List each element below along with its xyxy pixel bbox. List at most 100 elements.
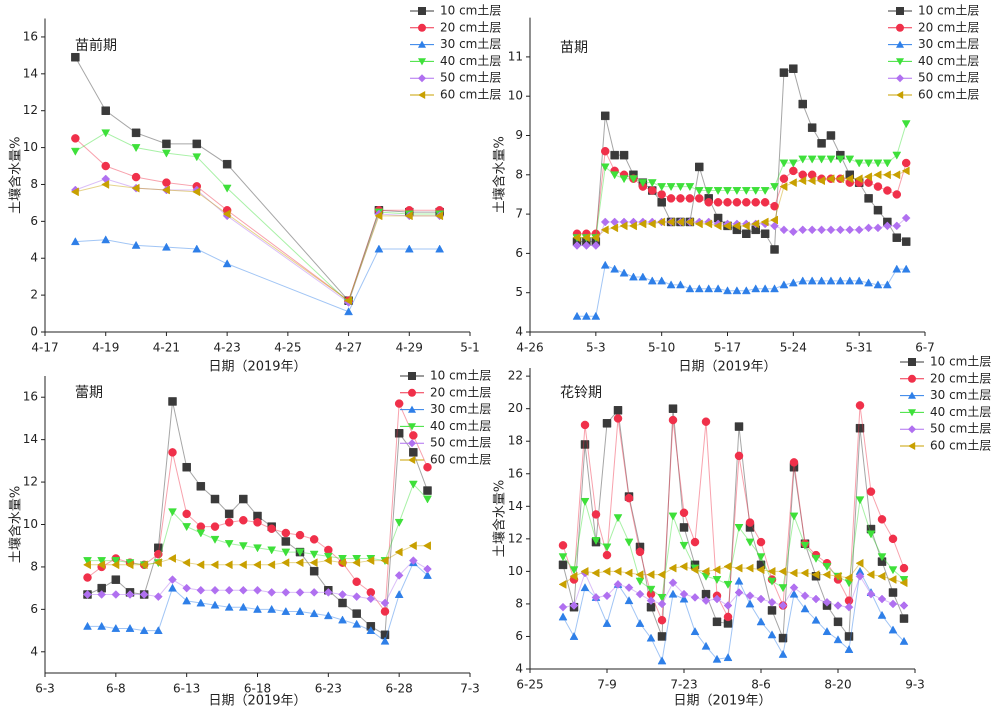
data-point xyxy=(600,217,610,227)
legend-marker xyxy=(408,405,416,413)
data-point xyxy=(408,556,418,565)
data-point xyxy=(734,576,744,585)
data-point xyxy=(855,558,864,568)
panel: 4 5 6 7 8 9 10 11 4-26 5-3 5-10 5-17 5-24 5-31 6-7 苗期日期… xyxy=(492,4,980,375)
y-tick-label: 16 xyxy=(23,390,38,404)
data-point xyxy=(826,225,836,235)
y-tick-label: 6 xyxy=(515,246,523,260)
legend-marker xyxy=(896,91,904,99)
data-point xyxy=(822,563,832,572)
data-point xyxy=(253,585,262,595)
data-point xyxy=(558,612,568,621)
data-point xyxy=(855,423,865,433)
data-point xyxy=(162,149,171,158)
data-point xyxy=(704,219,713,229)
data-point xyxy=(877,594,887,604)
data-point xyxy=(638,219,647,229)
data-point xyxy=(638,179,648,188)
data-point xyxy=(309,588,319,597)
legend-marker xyxy=(418,58,426,66)
data-point xyxy=(323,552,333,561)
data-point xyxy=(101,161,110,171)
data-point xyxy=(767,606,777,615)
data-point xyxy=(817,276,826,285)
legend-label: 40 cm土层 xyxy=(930,405,991,419)
data-point xyxy=(901,166,910,176)
data-point xyxy=(210,522,220,531)
data-point xyxy=(295,588,305,597)
data-point xyxy=(657,190,666,199)
data-point xyxy=(685,284,695,293)
data-point xyxy=(558,553,568,562)
data-point xyxy=(679,594,689,603)
data-point xyxy=(196,585,206,595)
legend-label: 50 cm土层 xyxy=(440,71,501,85)
data-point xyxy=(168,448,177,457)
data-point xyxy=(756,617,766,626)
data-point xyxy=(131,172,141,182)
data-point xyxy=(811,554,821,563)
y-tick-label: 18 xyxy=(508,434,523,448)
legend-label: 30 cm土层 xyxy=(430,402,491,416)
data-point xyxy=(558,579,567,589)
data-point xyxy=(635,589,645,599)
data-point xyxy=(83,557,92,566)
y-tick-label: 9 xyxy=(515,128,523,142)
data-point xyxy=(732,187,742,196)
data-point xyxy=(267,560,276,570)
legend-label: 30 cm土层 xyxy=(440,37,501,51)
data-point xyxy=(789,589,799,598)
data-point xyxy=(591,568,600,578)
data-point xyxy=(97,583,106,593)
data-point xyxy=(613,514,623,523)
data-point xyxy=(646,633,656,642)
data-point xyxy=(168,583,177,592)
data-point xyxy=(646,596,656,606)
x-tick-label: 8-20 xyxy=(824,678,851,692)
data-point xyxy=(394,547,403,557)
data-point xyxy=(323,611,333,620)
legend-label: 10 cm土层 xyxy=(918,4,979,18)
data-point xyxy=(613,414,623,423)
data-point xyxy=(877,515,887,524)
data-point xyxy=(741,187,751,196)
data-point xyxy=(807,176,816,186)
data-point xyxy=(668,563,677,573)
data-point xyxy=(253,544,262,553)
data-point xyxy=(864,159,873,168)
data-point xyxy=(610,223,619,233)
data-point xyxy=(901,264,911,273)
data-point xyxy=(826,174,835,184)
data-point xyxy=(666,183,676,192)
y-tick-label: 10 xyxy=(508,564,523,578)
data-point xyxy=(582,311,591,320)
data-point xyxy=(222,209,231,219)
data-point xyxy=(380,607,390,616)
data-point xyxy=(741,286,751,295)
data-point xyxy=(798,170,807,180)
data-point xyxy=(899,601,909,610)
data-point xyxy=(338,590,347,599)
x-tick-label: 5-3 xyxy=(586,341,606,355)
data-point xyxy=(899,578,908,588)
data-point xyxy=(788,227,798,237)
data-point xyxy=(855,571,865,581)
data-point xyxy=(701,589,711,599)
data-point xyxy=(854,276,864,285)
data-point xyxy=(238,602,248,611)
legend-marker xyxy=(418,91,426,99)
data-point xyxy=(422,541,431,551)
data-point xyxy=(712,594,722,604)
legend-marker xyxy=(896,23,904,32)
data-point xyxy=(602,591,612,601)
data-point xyxy=(267,588,277,597)
data-point xyxy=(624,583,634,593)
data-point xyxy=(694,284,704,293)
data-point xyxy=(745,599,755,608)
data-point xyxy=(139,626,149,635)
data-point xyxy=(182,583,192,593)
x-tick-label: 7-9 xyxy=(597,678,617,692)
data-point xyxy=(629,272,638,281)
data-point xyxy=(713,284,723,293)
data-point xyxy=(779,280,789,289)
